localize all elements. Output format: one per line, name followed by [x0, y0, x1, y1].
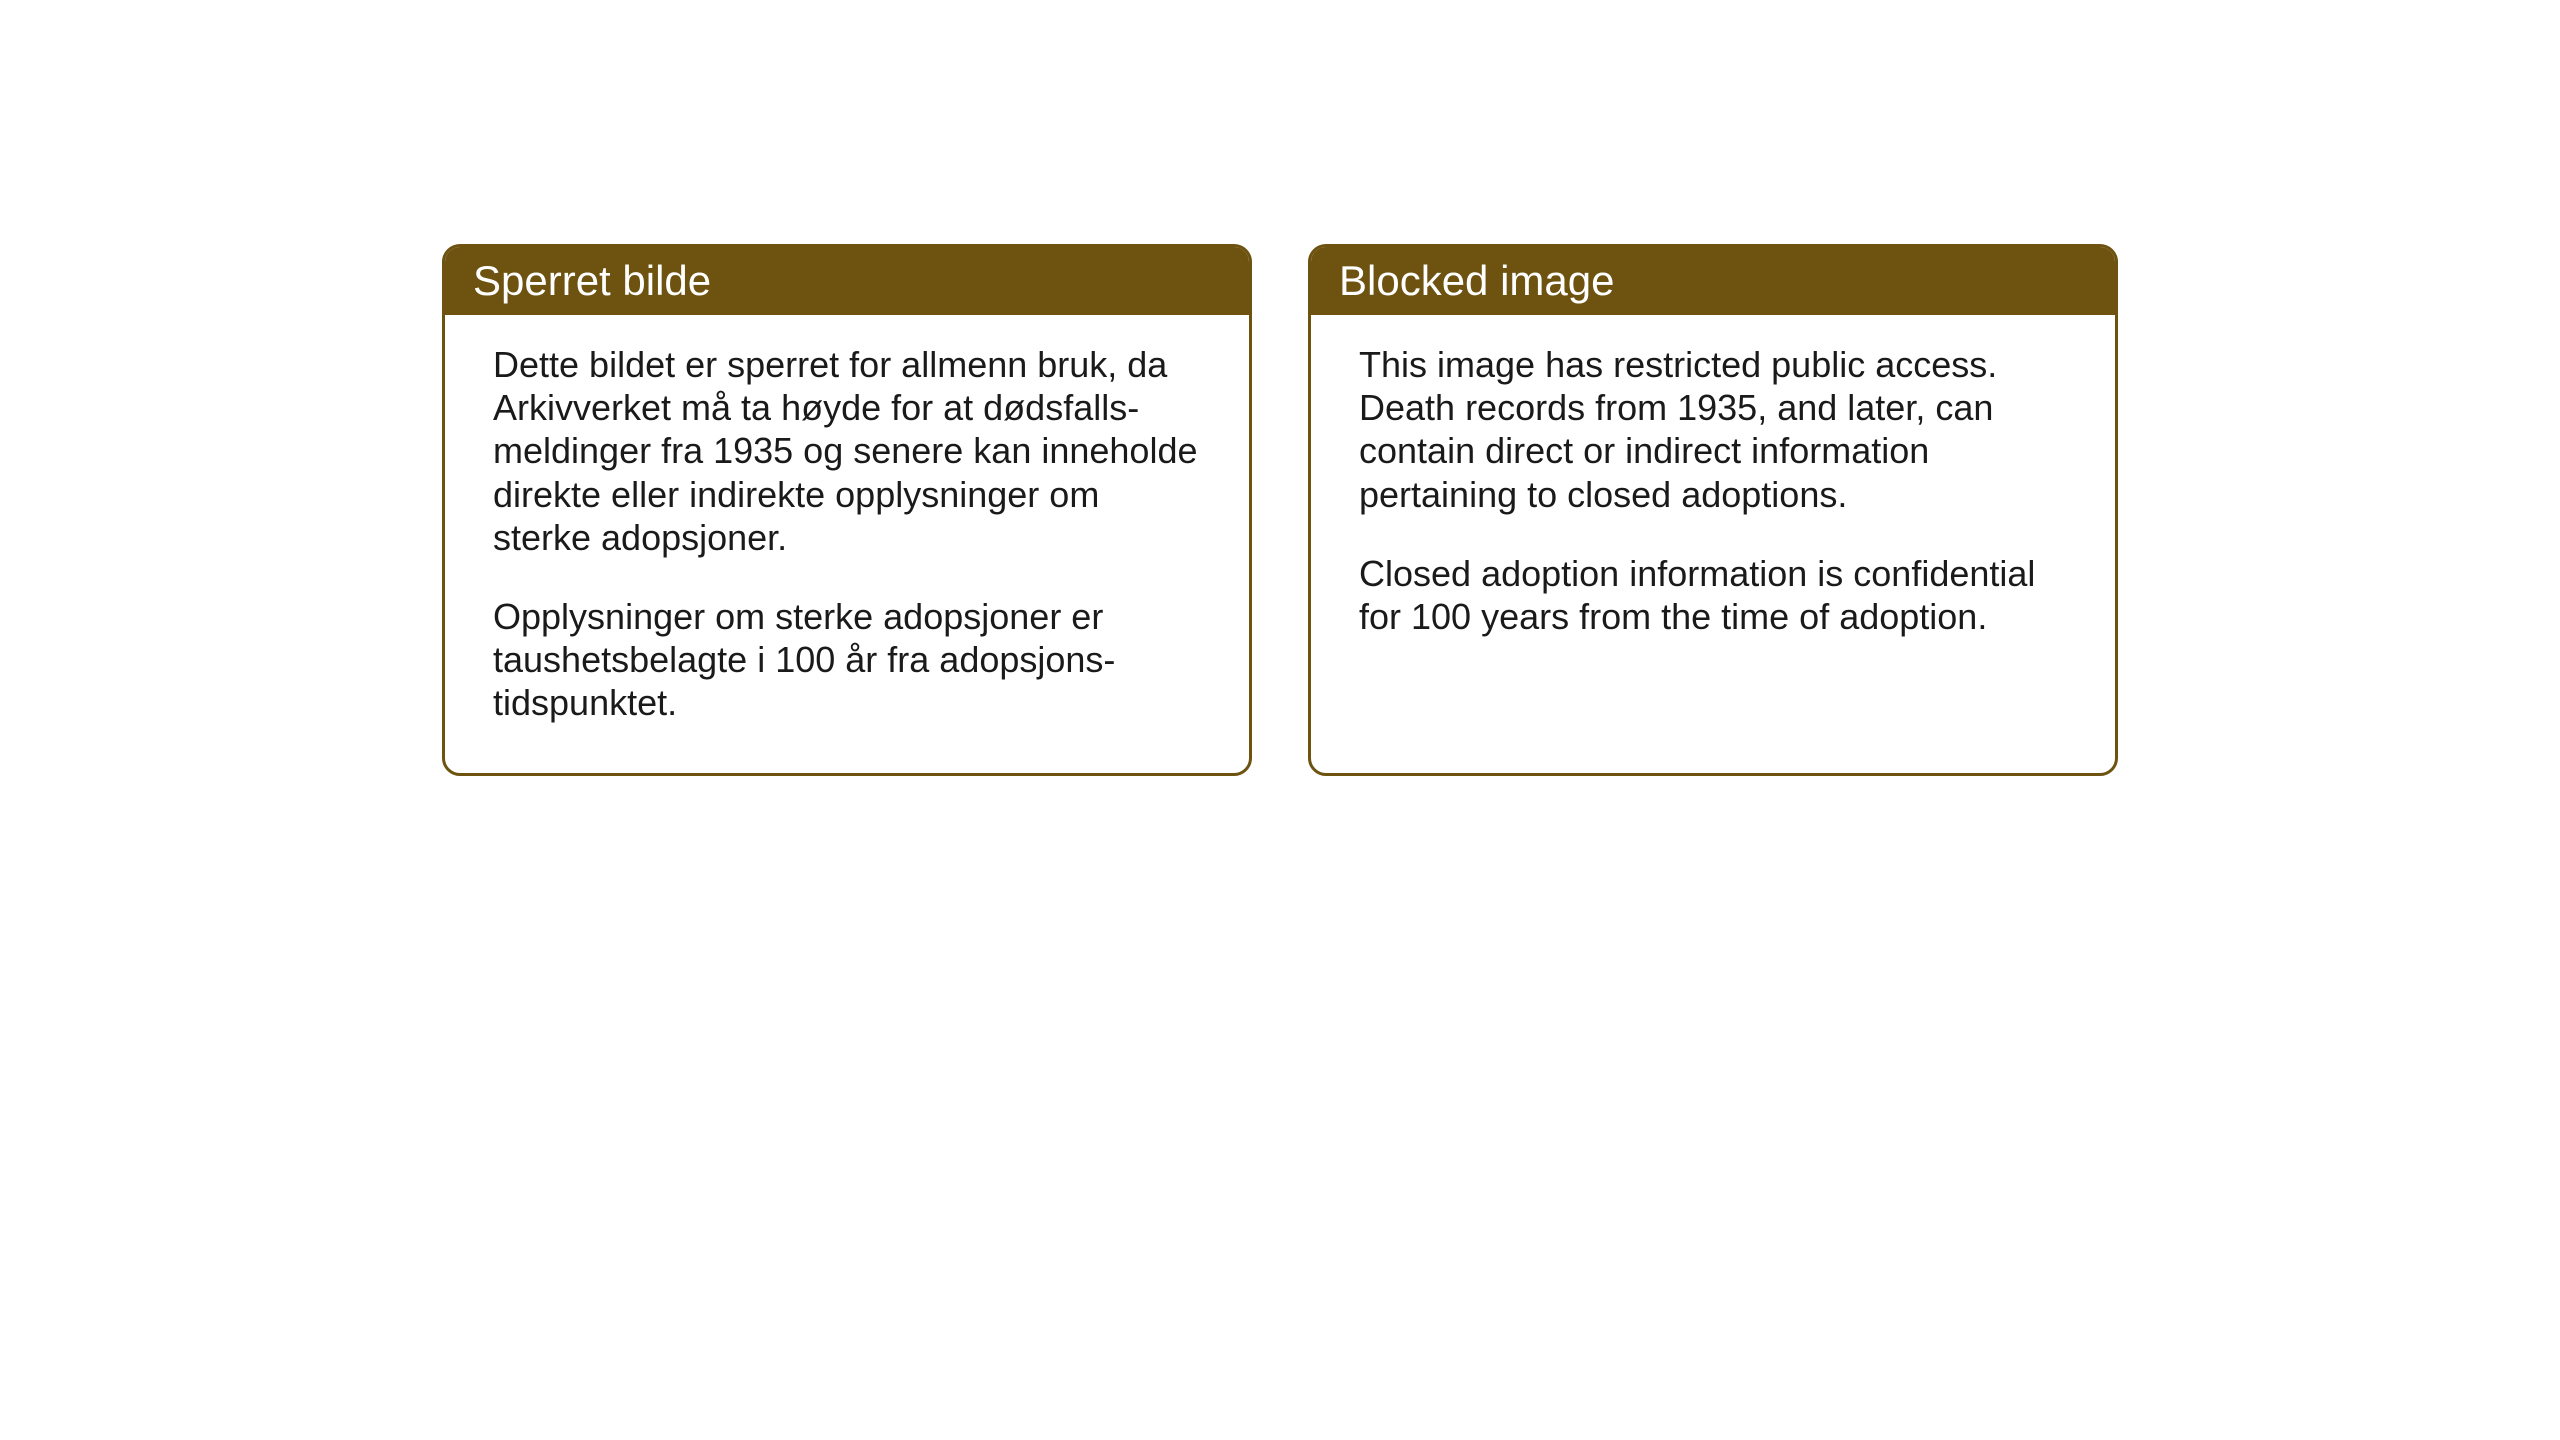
cards-container: Sperret bilde Dette bildet er sperret fo…: [442, 244, 2118, 776]
card-header-norwegian: Sperret bilde: [445, 247, 1249, 315]
card-paragraph-english-1: This image has restricted public access.…: [1359, 343, 2071, 516]
card-paragraph-norwegian-1: Dette bildet er sperret for allmenn bruk…: [493, 343, 1205, 559]
card-header-english: Blocked image: [1311, 247, 2115, 315]
card-body-norwegian: Dette bildet er sperret for allmenn bruk…: [445, 315, 1249, 773]
card-norwegian: Sperret bilde Dette bildet er sperret fo…: [442, 244, 1252, 776]
card-paragraph-norwegian-2: Opplysninger om sterke adopsjoner er tau…: [493, 595, 1205, 725]
card-title-english: Blocked image: [1339, 257, 1614, 304]
card-body-english: This image has restricted public access.…: [1311, 315, 2115, 686]
card-english: Blocked image This image has restricted …: [1308, 244, 2118, 776]
card-title-norwegian: Sperret bilde: [473, 257, 711, 304]
card-paragraph-english-2: Closed adoption information is confident…: [1359, 552, 2071, 638]
